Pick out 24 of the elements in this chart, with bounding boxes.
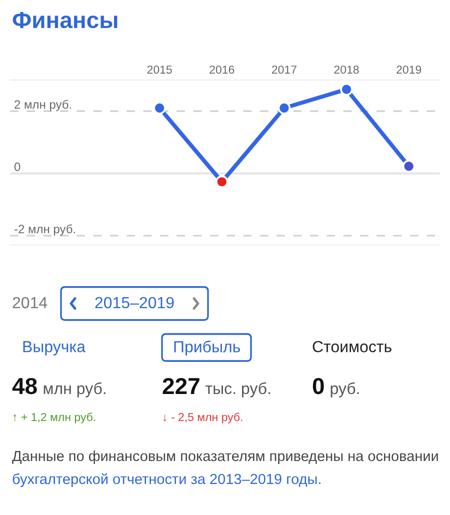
chart-title: Финансы <box>12 12 118 28</box>
text: 0 <box>312 378 324 394</box>
text: ↓ - 2,5 млн руб. <box>164 412 242 424</box>
text: млн руб. <box>44 382 106 398</box>
text: тыс. руб. <box>206 382 270 398</box>
x-tick-label: 2018 <box>334 66 359 74</box>
text: Данные по финансовым показателям приведены на основании <box>12 450 438 464</box>
text: руб. <box>330 382 359 398</box>
text: 227 <box>162 378 200 394</box>
x-tick-label: 2019 <box>396 66 422 74</box>
y-tick-label: 2 млн руб. <box>14 100 72 112</box>
x-tick-label: 2017 <box>272 66 296 74</box>
text: Выручка <box>23 341 86 356</box>
text: Прибыль <box>174 340 240 356</box>
text: 48 <box>12 378 37 394</box>
x-tick-label: 2015 <box>147 66 172 74</box>
text: бухгалтерской отчетности за 2013–2019 годы. <box>12 473 320 488</box>
y-tick-label: -2 млн руб. <box>14 224 75 236</box>
x-tick-label: 2016 <box>210 66 234 74</box>
text: 2015–2019 <box>95 296 174 308</box>
y-tick-label: 0 <box>14 162 20 172</box>
text: ↑ + 1,2 млн руб. <box>14 412 96 424</box>
text: 2014 <box>12 296 48 308</box>
text: Стоимость <box>312 340 392 352</box>
